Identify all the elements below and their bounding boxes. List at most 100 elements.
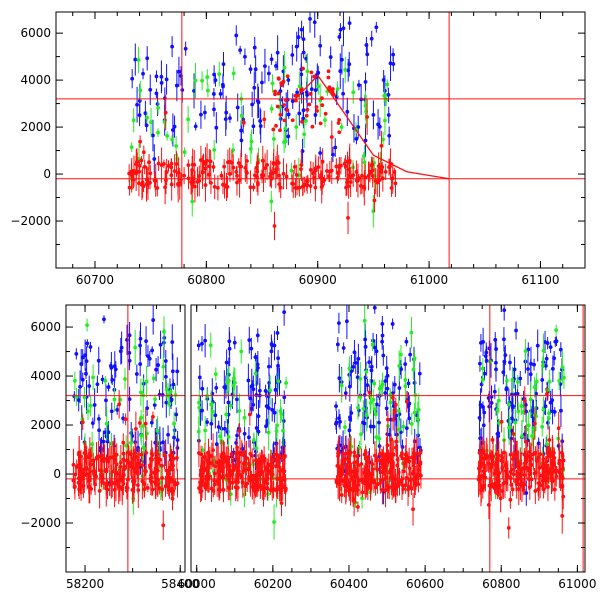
data-point-red [375,482,380,487]
data-point-green [196,429,201,434]
data-point-red [367,390,372,395]
x-tick-label: 58400 [161,577,199,591]
data-point-red [376,164,381,169]
data-point-green [415,416,420,421]
data-point-blue [145,56,150,61]
data-point-blue [239,128,244,133]
data-point-red [304,113,309,118]
data-point-blue [535,343,540,348]
data-point-red [273,92,277,97]
data-point-green [112,397,117,402]
data-point-red [245,481,250,486]
data-point-blue [536,441,541,446]
data-point-green [129,145,134,150]
data-point-red [84,465,89,470]
data-point-green [403,377,408,382]
data-point-blue [313,113,318,117]
data-point-green [384,97,389,102]
data-point-red [353,472,358,477]
data-point-red [143,421,148,426]
data-point-red [137,421,142,425]
data-point-red [385,417,390,422]
data-point-blue [235,105,240,110]
data-point-green [133,345,138,350]
data-point-blue [534,391,538,396]
data-point-blue [489,400,494,405]
data-point-green [297,84,302,89]
data-point-red [236,161,241,165]
data-point-red [480,449,485,454]
data-point-blue [349,411,354,415]
data-point-red [170,496,175,501]
data-point-blue [227,339,232,344]
data-point-blue [492,389,497,394]
data-point-red [118,464,123,469]
data-point-blue [365,383,370,388]
data-point-red [132,482,136,487]
data-point-red [313,185,318,190]
data-point-blue [369,36,374,41]
data-point-blue [138,362,143,366]
data-point-red [293,98,298,103]
data-point-green [364,413,369,418]
data-point-green [232,376,236,381]
data-point-green [519,404,524,408]
data-point-red [320,159,325,164]
data-point-green [281,428,285,433]
data-point-red [343,451,348,456]
data-point-red [167,480,172,485]
data-point-green [197,405,202,410]
data-point-green [141,424,146,428]
data-point-green [167,401,172,406]
data-point-red [252,173,257,178]
data-point-red [99,469,104,473]
data-point-green [156,106,160,110]
data-point-red [271,488,276,492]
data-point-blue [385,386,390,391]
data-point-red [380,460,385,465]
data-point-blue [356,83,361,87]
data-point-blue [221,62,226,67]
data-point-blue [200,386,205,391]
data-point-red [174,162,179,166]
data-point-green [541,348,546,353]
data-point-blue [266,71,271,76]
data-point-blue [151,318,156,322]
data-point-red [234,478,239,483]
data-point-red [271,160,276,165]
data-point-green [203,428,208,433]
data-point-red [282,103,286,107]
data-point-green [303,118,308,123]
data-point-green [173,392,178,397]
data-point-blue [214,386,219,390]
data-point-red [275,452,279,457]
y-tick-label: 2000 [20,120,51,134]
data-point-blue [552,356,557,361]
data-point-red [100,456,105,461]
data-point-red [279,81,284,86]
data-point-green [144,379,149,384]
data-point-red [559,450,564,455]
data-point-green [136,58,141,62]
data-point-blue [363,337,368,342]
data-point-red [114,472,119,476]
data-point-red [226,462,231,467]
data-point-green [383,118,387,123]
data-point-red [341,458,346,463]
data-point-green [239,113,244,118]
data-point-red [370,467,375,472]
data-point-red [241,120,246,125]
data-point-blue [477,416,482,420]
data-point-blue [251,387,256,392]
data-point-red [213,464,217,469]
data-point-green [142,446,146,451]
data-point-red [351,173,356,178]
data-point-red [284,174,289,179]
data-point-red [109,479,114,484]
data-point-red [250,453,255,458]
data-point-green [200,448,205,453]
data-point-green [374,435,379,440]
data-point-blue [276,356,281,361]
data-point-blue [386,113,391,117]
data-point-red [224,458,229,463]
